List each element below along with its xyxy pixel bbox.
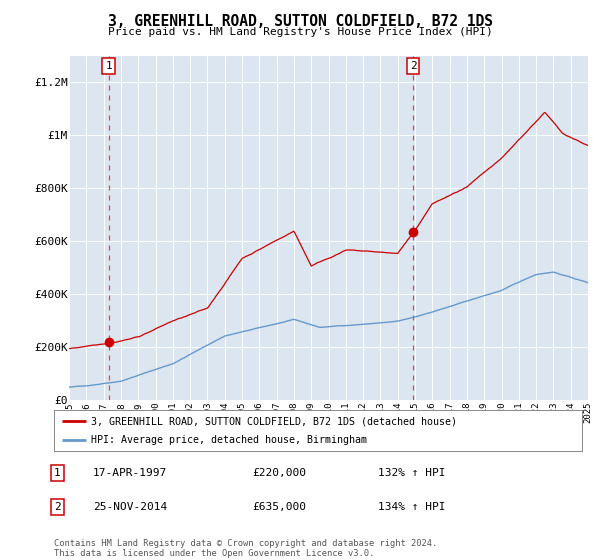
Text: HPI: Average price, detached house, Birmingham: HPI: Average price, detached house, Birm… (91, 435, 367, 445)
Text: 2: 2 (410, 61, 416, 71)
Text: 3, GREENHILL ROAD, SUTTON COLDFIELD, B72 1DS: 3, GREENHILL ROAD, SUTTON COLDFIELD, B72… (107, 14, 493, 29)
Text: 2: 2 (54, 502, 61, 512)
Text: 25-NOV-2014: 25-NOV-2014 (93, 502, 167, 512)
Text: 132% ↑ HPI: 132% ↑ HPI (378, 468, 445, 478)
Text: 1: 1 (54, 468, 61, 478)
Text: £220,000: £220,000 (252, 468, 306, 478)
Text: 134% ↑ HPI: 134% ↑ HPI (378, 502, 445, 512)
Text: 17-APR-1997: 17-APR-1997 (93, 468, 167, 478)
Text: Price paid vs. HM Land Registry's House Price Index (HPI): Price paid vs. HM Land Registry's House … (107, 27, 493, 37)
Text: 3, GREENHILL ROAD, SUTTON COLDFIELD, B72 1DS (detached house): 3, GREENHILL ROAD, SUTTON COLDFIELD, B72… (91, 417, 457, 426)
Text: £635,000: £635,000 (252, 502, 306, 512)
Text: 1: 1 (105, 61, 112, 71)
Text: Contains HM Land Registry data © Crown copyright and database right 2024.
This d: Contains HM Land Registry data © Crown c… (54, 539, 437, 558)
